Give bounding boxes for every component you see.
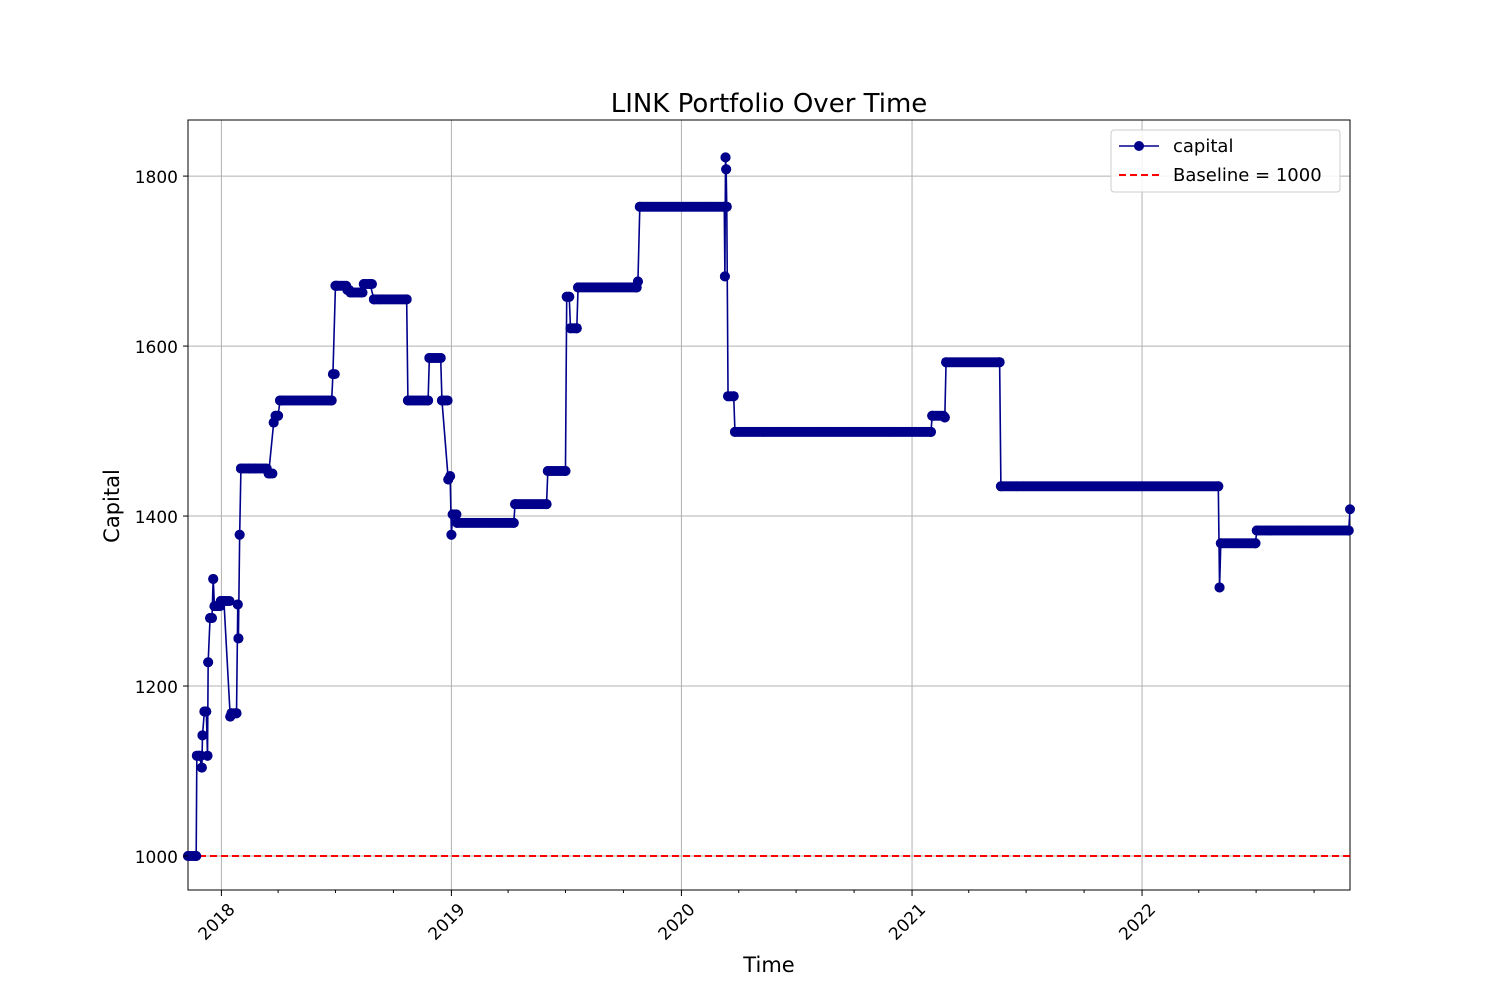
data-point: [939, 412, 950, 423]
data-point: [925, 426, 936, 437]
legend: capital Baseline = 1000: [1110, 129, 1341, 193]
y-tick-label: 1600: [135, 338, 178, 358]
data-point: [327, 369, 338, 380]
data-point: [1215, 538, 1226, 549]
x-tick-label: 2018: [195, 900, 240, 945]
data-point: [720, 152, 731, 163]
data-point: [1251, 525, 1262, 536]
capital-series: [183, 152, 1355, 861]
data-point: [368, 294, 379, 305]
data-point: [941, 357, 952, 368]
data-point: [1250, 538, 1261, 549]
x-tick-label: 2019: [425, 900, 470, 945]
y-tick-label: 1400: [135, 508, 178, 528]
data-point: [721, 164, 732, 175]
data-point: [196, 762, 207, 773]
legend-capital-label: capital: [1173, 136, 1233, 157]
data-point: [423, 395, 434, 406]
data-point: [634, 201, 645, 212]
data-point: [728, 391, 739, 402]
x-axis-label: Time: [742, 953, 794, 977]
chart-title: LINK Portfolio Over Time: [611, 89, 928, 119]
legend-baseline-label: Baseline = 1000: [1173, 165, 1322, 186]
data-point: [719, 271, 730, 282]
data-point: [571, 323, 582, 334]
data-point: [927, 410, 938, 421]
data-point: [424, 352, 435, 363]
y-tick-label: 1000: [135, 848, 178, 868]
data-point: [244, 463, 255, 474]
data-point: [331, 280, 342, 291]
y-tick-label: 1200: [135, 678, 178, 698]
data-point: [365, 279, 376, 290]
data-point: [326, 395, 337, 406]
data-point: [345, 287, 356, 298]
data-point: [632, 276, 643, 287]
data-point: [202, 750, 213, 761]
data-point: [233, 633, 244, 644]
data-point: [510, 499, 521, 510]
data-point: [218, 596, 229, 607]
data-point: [446, 529, 457, 540]
x-tick-label: 2021: [885, 900, 930, 945]
y-axis-label: Capital: [100, 469, 124, 543]
data-point: [234, 529, 245, 540]
data-point: [232, 599, 243, 610]
capital-line: [188, 157, 1351, 857]
data-point: [208, 573, 219, 584]
data-point: [1345, 504, 1355, 515]
data-point: [994, 357, 1005, 368]
grid-lines: [188, 120, 1350, 890]
data-point: [508, 517, 519, 528]
data-point: [452, 517, 463, 528]
data-point: [560, 466, 571, 476]
data-point: [276, 395, 287, 406]
legend-capital-marker: [1134, 141, 1144, 151]
data-point: [435, 352, 446, 363]
data-point: [729, 426, 740, 437]
data-point: [1213, 481, 1224, 492]
data-point: [191, 851, 202, 861]
data-point: [445, 471, 456, 482]
x-axis-ticks: 2018 2019 2020 2021 2022: [195, 890, 1315, 945]
data-point: [995, 481, 1006, 492]
y-axis-ticks: 1000 1200 1400 1600 1800: [135, 168, 188, 868]
data-point: [206, 613, 217, 624]
data-point: [231, 708, 242, 719]
axes-frame: [187, 119, 1351, 891]
data-point: [401, 294, 412, 305]
data-point: [203, 657, 214, 668]
data-point: [402, 395, 413, 406]
data-point: [201, 706, 212, 717]
data-point: [194, 750, 205, 761]
data-point: [263, 468, 274, 479]
data-point: [541, 499, 552, 510]
data-point: [721, 201, 732, 212]
data-point: [355, 287, 366, 298]
data-point: [273, 410, 284, 421]
x-tick-label: 2022: [1115, 900, 1160, 945]
legend-box: [1110, 129, 1341, 193]
y-tick-label: 1800: [135, 168, 178, 188]
data-point: [564, 291, 575, 302]
data-point: [1343, 525, 1354, 536]
data-point: [447, 509, 458, 520]
data-point: [197, 730, 208, 741]
x-tick-label: 2020: [655, 900, 700, 945]
data-point: [573, 282, 584, 293]
data-point: [1214, 582, 1225, 593]
data-point: [235, 463, 246, 474]
data-point: [436, 395, 447, 406]
data-point: [542, 466, 553, 476]
